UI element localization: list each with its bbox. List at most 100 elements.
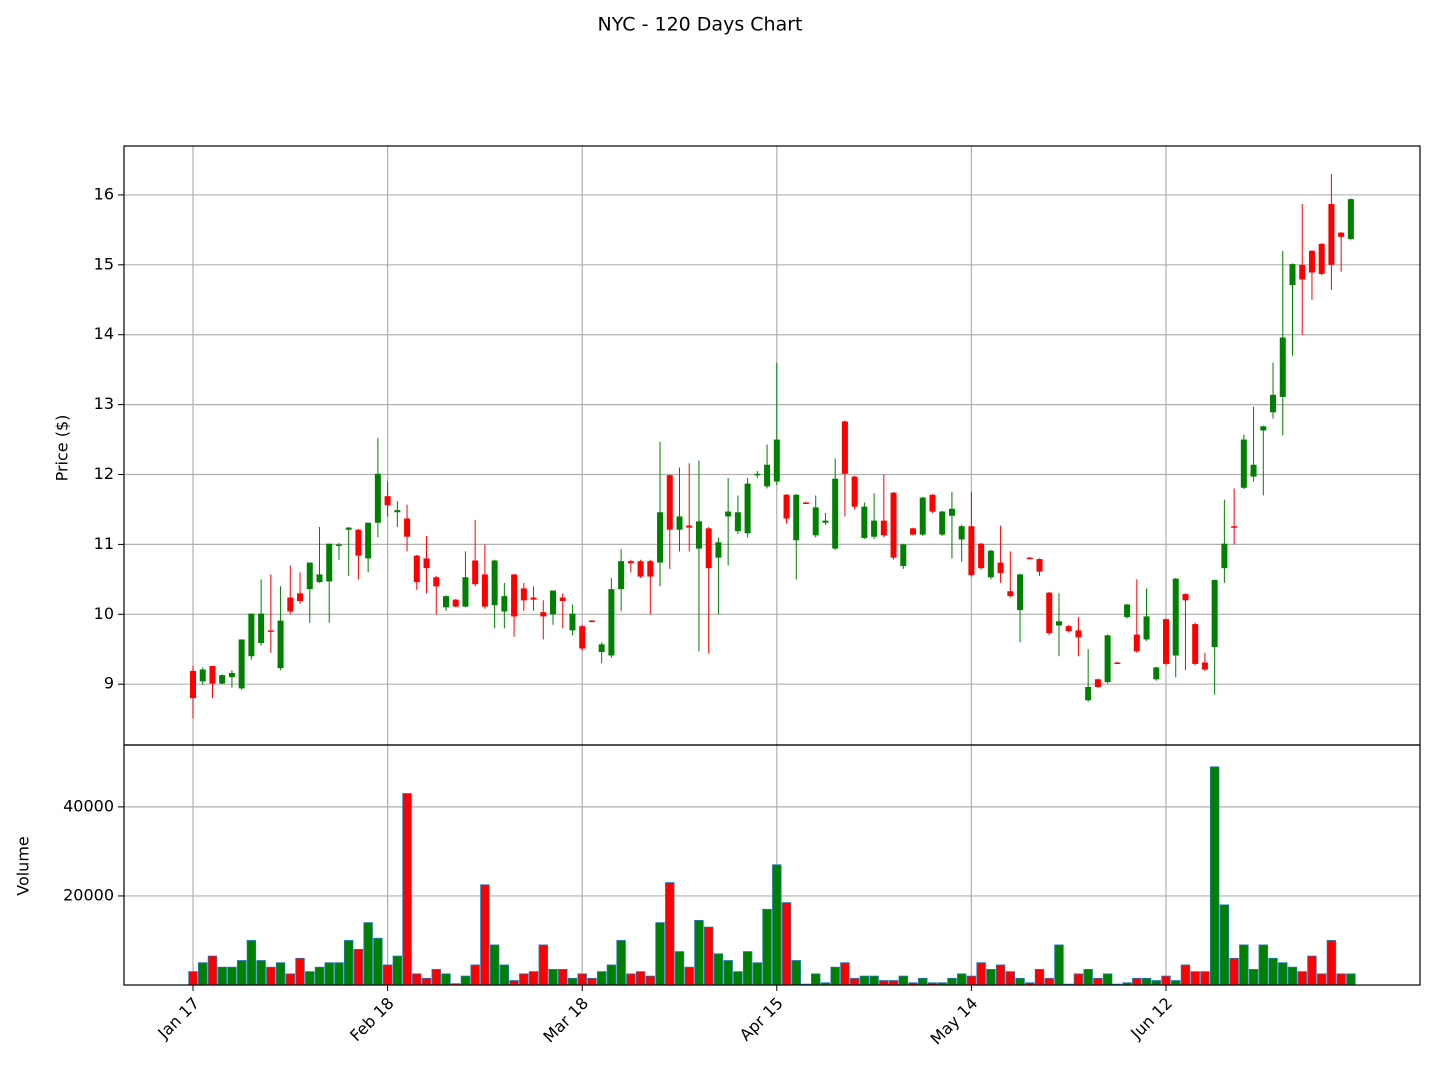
candle-body <box>579 626 586 649</box>
volume-bar <box>733 971 743 986</box>
candle-body <box>1085 686 1092 701</box>
candle-body <box>345 527 352 530</box>
y-tick-label: 10 <box>94 604 114 623</box>
volume-bar <box>645 975 656 986</box>
volume-bar <box>1054 944 1064 986</box>
volume-bar <box>791 960 801 986</box>
volume-bar <box>324 962 334 986</box>
volume-bar <box>635 971 646 986</box>
candle-body <box>452 599 459 607</box>
candle-body <box>423 558 430 569</box>
x-tick-label: Apr 15 <box>736 994 787 1045</box>
volume-bar <box>548 969 558 986</box>
candle-body <box>832 478 839 549</box>
candle-body <box>1094 679 1101 687</box>
volume-bar <box>762 908 772 986</box>
volume-bar <box>538 944 548 986</box>
volume-bar <box>460 975 471 986</box>
volume-bar <box>1200 971 1210 986</box>
volume-bar <box>275 962 286 986</box>
volume-bar <box>859 975 870 986</box>
candle-body <box>1046 592 1053 634</box>
candle-body <box>190 670 196 699</box>
volume-bar <box>509 980 519 986</box>
volume-bar <box>781 902 792 986</box>
x-tick-label: Feb 18 <box>346 994 397 1045</box>
candle-body <box>1308 250 1315 273</box>
candle-body <box>987 550 994 578</box>
candle-body <box>1338 232 1345 237</box>
candle-body <box>822 520 829 523</box>
candle-body <box>481 574 488 607</box>
candle-body <box>1163 619 1169 664</box>
volume-bar <box>188 971 198 986</box>
candle-body <box>1153 667 1160 680</box>
volume-bar <box>577 973 587 986</box>
candle-body <box>287 597 294 612</box>
candle-body <box>277 620 284 669</box>
candle-body <box>978 543 985 569</box>
candle-body <box>228 673 235 678</box>
candle-body <box>871 520 878 537</box>
x-tick-label: Jun 12 <box>1126 994 1176 1044</box>
candle-body <box>520 588 527 601</box>
volume-bar <box>1229 957 1239 986</box>
volume-bar <box>499 964 510 986</box>
candle-body <box>219 675 226 684</box>
volume-bar <box>305 971 315 986</box>
candle-body <box>783 494 790 519</box>
volume-bar <box>363 922 373 986</box>
candle-body <box>1211 580 1218 648</box>
candle-body <box>258 613 265 643</box>
candle-body <box>793 494 800 541</box>
y-tick-label: 13 <box>94 394 114 413</box>
candle-body <box>598 644 605 653</box>
volume-bar <box>674 951 685 986</box>
candle-body <box>433 577 440 587</box>
candle-body <box>1017 574 1024 611</box>
candle-body <box>997 562 1004 574</box>
candle-body <box>413 555 420 583</box>
volume-bar <box>1015 977 1025 986</box>
y-tick-label: 12 <box>94 464 114 483</box>
y-tick-label: 11 <box>94 534 114 553</box>
candle-body <box>618 561 625 590</box>
candle-body <box>1221 543 1228 569</box>
candle-body <box>326 543 333 582</box>
candle-body <box>1279 337 1286 397</box>
candle-body <box>462 577 469 607</box>
candle-body <box>608 589 615 656</box>
volume-bar <box>616 940 626 986</box>
candle-body <box>1201 662 1208 670</box>
candle-body <box>1065 626 1072 632</box>
volume-bar <box>918 977 928 986</box>
candle-body <box>1192 624 1199 664</box>
volume-bar <box>1005 971 1016 986</box>
candle-body <box>705 528 712 569</box>
candle-body <box>1075 630 1082 638</box>
candle-body <box>958 526 965 540</box>
volume-bar <box>1044 977 1054 986</box>
volume-bar <box>742 951 753 986</box>
y-tick-label: 15 <box>94 254 114 273</box>
candle-body <box>588 620 595 623</box>
candle-body <box>374 473 381 523</box>
candle-body <box>764 464 771 487</box>
candle-body <box>1172 578 1179 656</box>
candle-body <box>238 639 245 689</box>
candle-body <box>316 574 323 583</box>
volume-bar <box>811 973 821 986</box>
volume-bar <box>198 962 208 986</box>
candle-body <box>841 421 848 474</box>
candle-body <box>550 590 557 615</box>
volume-bar <box>1102 973 1113 986</box>
candle-body <box>1055 621 1062 626</box>
candle-body <box>725 511 732 517</box>
candle-body <box>676 516 683 530</box>
candle-body <box>1124 604 1131 618</box>
volume-bar <box>966 975 977 986</box>
candle-body <box>773 439 780 482</box>
volume-bar <box>655 922 665 986</box>
candle-body <box>1289 264 1296 286</box>
volume-bar <box>587 977 597 986</box>
